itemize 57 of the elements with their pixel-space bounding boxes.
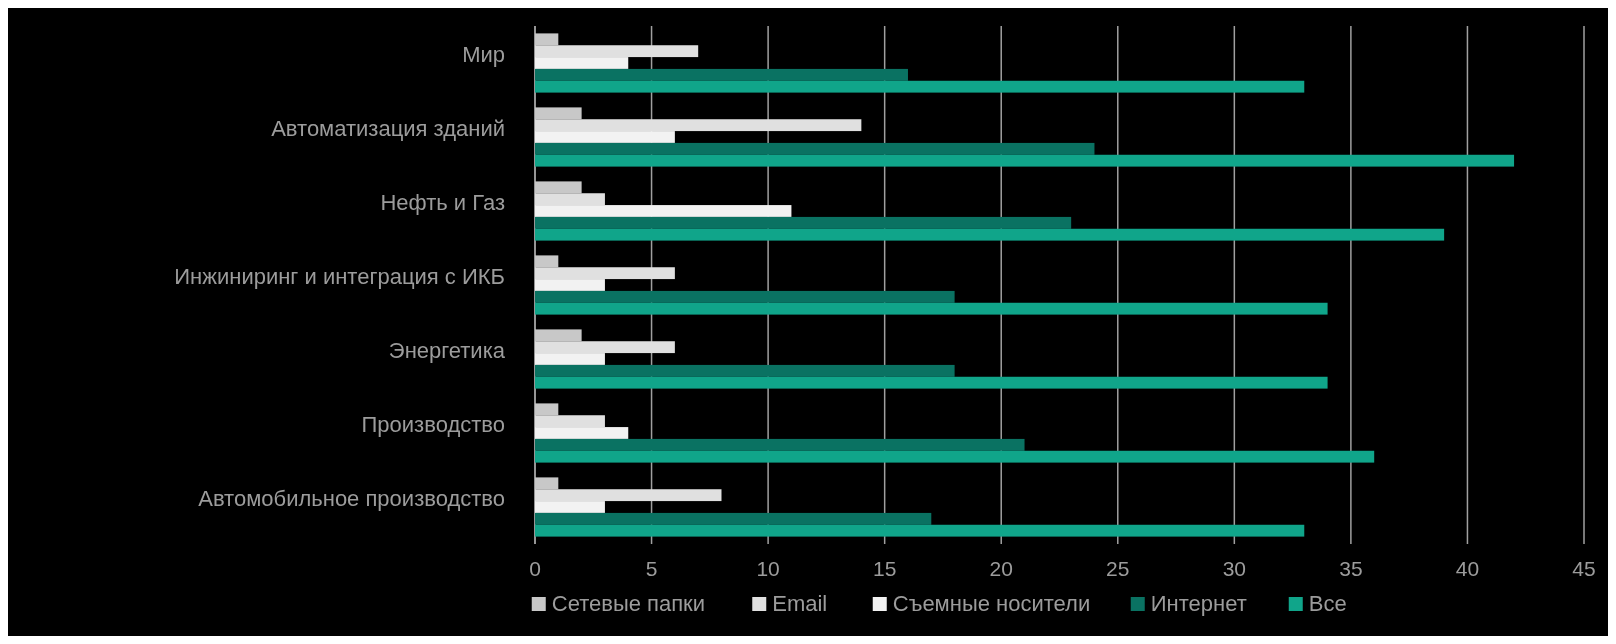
y-tick-label: Мир	[462, 41, 505, 67]
bar	[535, 477, 559, 490]
bar	[535, 193, 605, 206]
bar	[535, 438, 1025, 451]
bar	[535, 255, 559, 268]
bar	[535, 403, 559, 416]
x-tick-label: 40	[1455, 557, 1480, 580]
bar	[535, 142, 1095, 155]
y-tick-label: Автоматизация зданий	[271, 115, 505, 141]
y-tick-label: Энергетика	[388, 337, 506, 363]
x-tick-label: 35	[1339, 557, 1363, 580]
bar	[535, 107, 582, 120]
bar	[535, 501, 605, 513]
bar	[535, 489, 722, 502]
bar	[535, 290, 955, 303]
legend-label: Интернет	[1150, 591, 1247, 616]
bar	[535, 154, 1515, 167]
bar	[535, 228, 1445, 241]
bar	[535, 119, 862, 132]
x-tick-label: 20	[989, 557, 1013, 580]
bar	[535, 45, 699, 58]
bar	[535, 267, 675, 280]
bar	[535, 364, 955, 377]
bar	[535, 415, 605, 428]
bar	[535, 427, 629, 439]
x-tick-label: 25	[1106, 557, 1130, 580]
legend-label: Email	[772, 591, 828, 616]
bar	[535, 329, 582, 342]
y-tick-label: Нефть и Газ	[380, 189, 505, 215]
y-tick-label: Автомобильное производство	[198, 485, 505, 511]
x-tick-label: 0	[529, 557, 541, 580]
bar	[535, 450, 1375, 463]
bar	[535, 80, 1305, 93]
bar	[535, 57, 629, 69]
x-tick-label: 5	[645, 557, 658, 580]
bar	[535, 302, 1328, 315]
bar	[535, 524, 1305, 537]
bar	[535, 205, 792, 217]
legend-label: Все	[1308, 591, 1347, 616]
bar	[535, 216, 1072, 229]
bar	[535, 353, 605, 365]
bar	[535, 131, 675, 143]
x-tick-label: 15	[872, 557, 897, 580]
bar	[535, 33, 559, 46]
bar	[535, 68, 908, 81]
bar	[535, 181, 582, 194]
bar	[535, 376, 1328, 389]
bar	[535, 341, 675, 354]
y-tick-label: Инжиниринг и интеграция с ИКБ	[174, 263, 505, 289]
bar	[535, 279, 605, 291]
x-tick-label: 45	[1572, 557, 1596, 580]
bar	[535, 512, 932, 525]
x-tick-label: 10	[756, 557, 780, 580]
legend-label: Сетевые папки	[551, 591, 706, 616]
y-tick-label: Производство	[361, 411, 505, 437]
legend-label: Съемные носители	[892, 591, 1091, 616]
x-tick-label: 30	[1222, 557, 1247, 580]
